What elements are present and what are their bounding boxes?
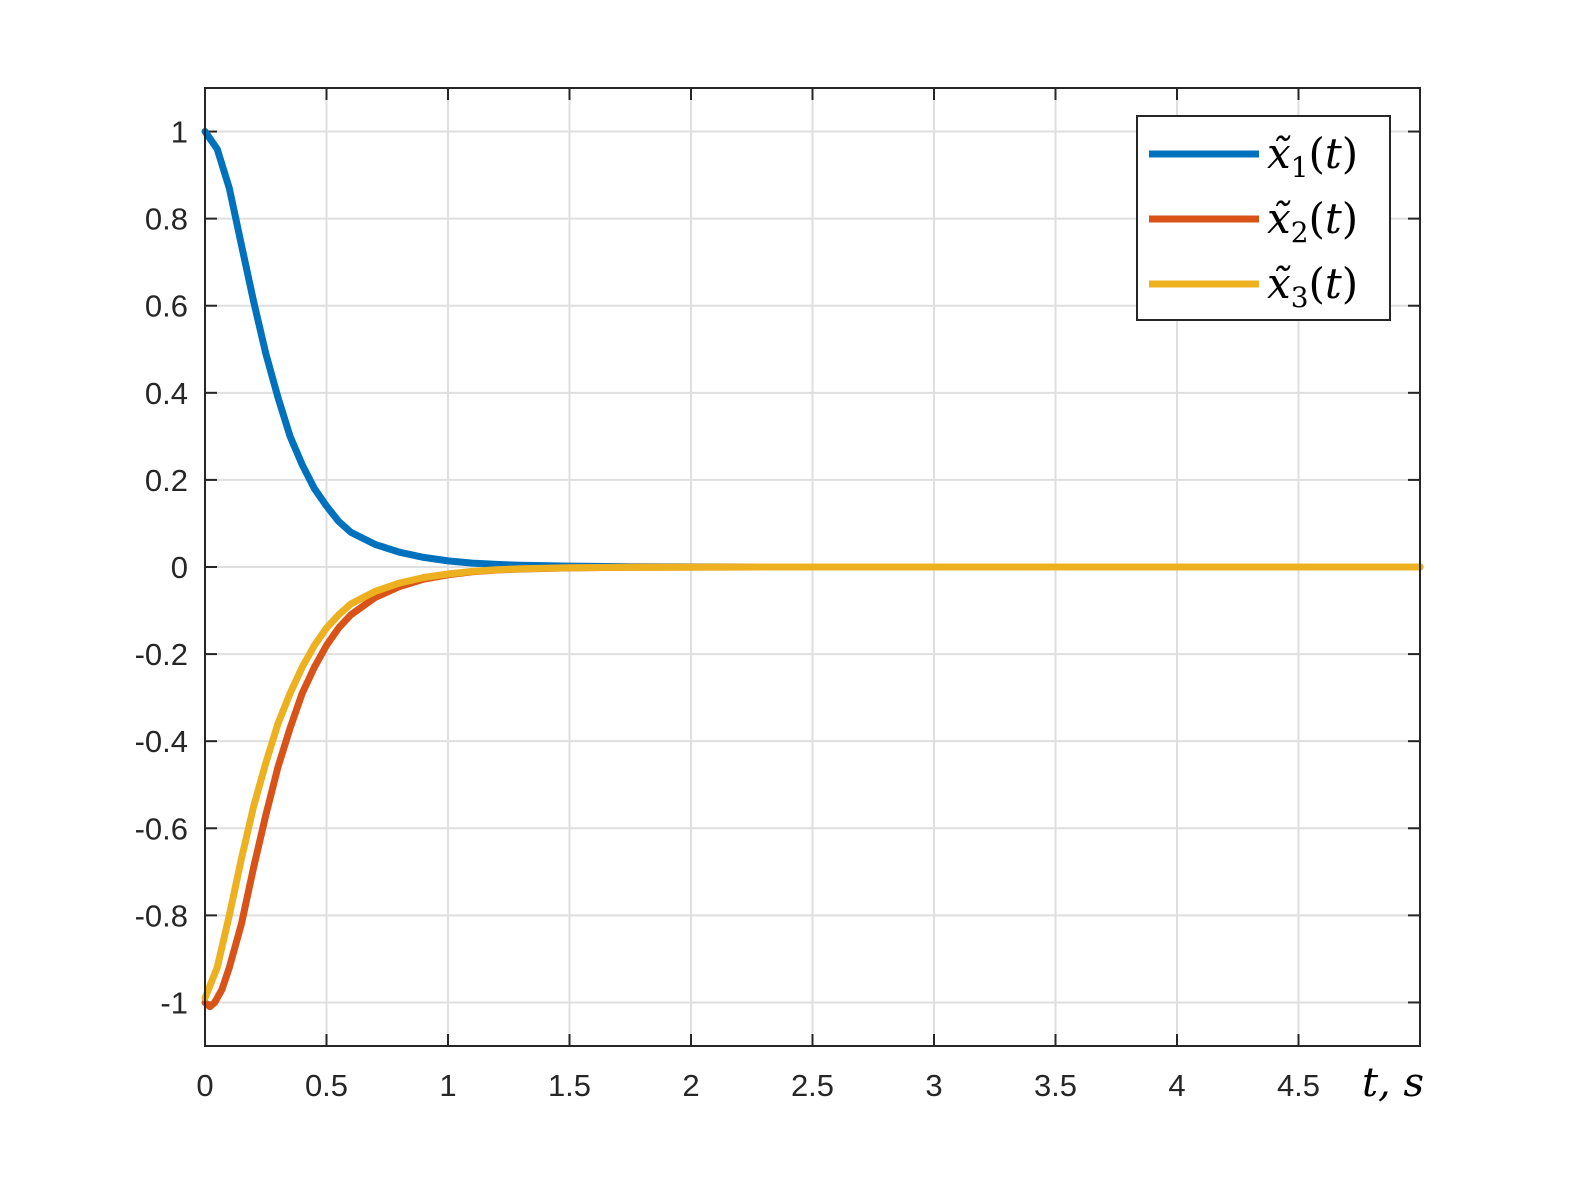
x-tick-label: 4 — [1168, 1068, 1185, 1103]
y-tick-label: 0.2 — [145, 463, 188, 498]
legend-label-1: x̃1(t) — [1267, 129, 1358, 184]
y-tick-label: 0.4 — [145, 376, 188, 411]
y-tick-label: -0.4 — [135, 724, 188, 759]
x-tick-label: 2.5 — [791, 1068, 834, 1103]
x-axis-label: t, s — [1362, 1060, 1424, 1106]
x-tick-label: 0 — [196, 1068, 213, 1103]
x-tick-label: 2 — [682, 1068, 699, 1103]
y-tick-label: 0.8 — [145, 202, 188, 237]
y-tick-label: -0.2 — [135, 637, 188, 672]
x-tick-labels: 0 0.5 1 1.5 2 2.5 3 3.5 4 4.5 — [196, 1068, 1320, 1103]
y-tick-label: -1 — [160, 985, 188, 1020]
y-tick-label: -0.6 — [135, 811, 188, 846]
y-tick-label: 1 — [171, 115, 188, 150]
x-tick-label: 0.5 — [305, 1068, 348, 1103]
x-tick-label: 1 — [439, 1068, 456, 1103]
legend-label-3: x̃3(t) — [1267, 259, 1358, 314]
y-tick-label: 0.6 — [145, 289, 188, 324]
y-tick-label: -0.8 — [135, 898, 188, 933]
series-lines — [201, 128, 1424, 1011]
series-line-3 — [201, 563, 1424, 1002]
legend-label-2: x̃2(t) — [1267, 194, 1358, 249]
legend: x̃1(t) x̃2(t) x̃3(t) — [1136, 115, 1391, 321]
y-tick-label: 0 — [171, 550, 188, 585]
x-tick-label: 3 — [925, 1068, 942, 1103]
plot-frame — [204, 87, 1421, 1047]
x-tick-label: 1.5 — [548, 1068, 591, 1103]
x-tick-label: 4.5 — [1277, 1068, 1320, 1103]
y-tick-labels: -1 -0.8 -0.6 -0.4 -0.2 0 0.2 0.4 0.6 0.8 1 — [135, 115, 188, 1021]
x-tick-label: 3.5 — [1034, 1068, 1077, 1103]
